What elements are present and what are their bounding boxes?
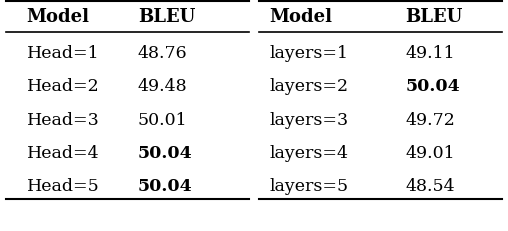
Text: Head=3: Head=3 bbox=[26, 111, 100, 128]
Text: 50.04: 50.04 bbox=[138, 177, 193, 194]
Text: Model: Model bbox=[269, 8, 332, 26]
Text: Head=5: Head=5 bbox=[26, 177, 100, 194]
Text: 49.01: 49.01 bbox=[405, 144, 455, 161]
Text: 50.04: 50.04 bbox=[405, 78, 460, 95]
Text: Head=4: Head=4 bbox=[26, 144, 99, 161]
Text: 48.54: 48.54 bbox=[405, 177, 455, 194]
Text: Head=1: Head=1 bbox=[26, 45, 99, 62]
Text: layers=3: layers=3 bbox=[269, 111, 348, 128]
Text: 49.11: 49.11 bbox=[405, 45, 455, 62]
Text: 48.76: 48.76 bbox=[138, 45, 187, 62]
Text: Model: Model bbox=[26, 8, 89, 26]
Text: layers=4: layers=4 bbox=[269, 144, 348, 161]
Text: layers=1: layers=1 bbox=[269, 45, 348, 62]
Text: layers=5: layers=5 bbox=[269, 177, 348, 194]
Text: 50.01: 50.01 bbox=[138, 111, 187, 128]
Text: Head=2: Head=2 bbox=[26, 78, 100, 95]
Text: layers=2: layers=2 bbox=[269, 78, 348, 95]
Text: BLEU: BLEU bbox=[405, 8, 463, 26]
Text: 50.04: 50.04 bbox=[138, 144, 193, 161]
Text: 49.48: 49.48 bbox=[138, 78, 187, 95]
Text: 49.72: 49.72 bbox=[405, 111, 456, 128]
Text: BLEU: BLEU bbox=[138, 8, 195, 26]
